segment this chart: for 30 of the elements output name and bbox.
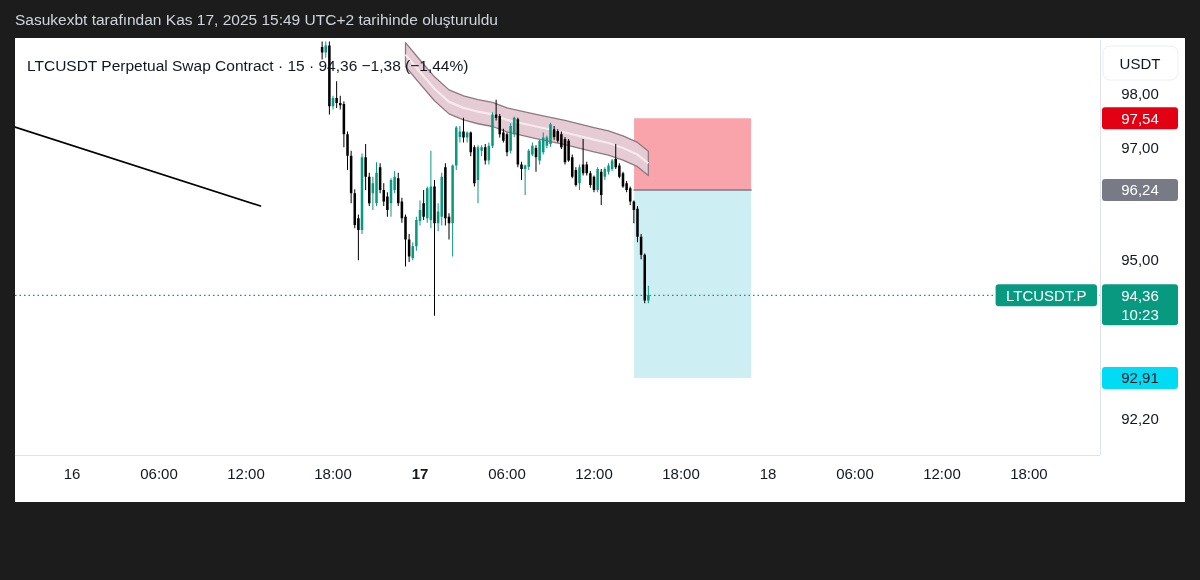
x-tick-label: 18:00 xyxy=(1010,465,1048,482)
y-tick-label: 97,00 xyxy=(1121,139,1159,157)
y-tick-label: 98,00 xyxy=(1121,84,1159,102)
y-tick-label: 95,00 xyxy=(1121,250,1159,268)
candlestick xyxy=(335,81,338,108)
x-tick-label: 06:00 xyxy=(488,465,526,482)
x-tick-label: 17 xyxy=(411,465,429,482)
x-tick-label: 06:00 xyxy=(836,465,874,482)
candlestick xyxy=(433,179,436,316)
candlestick xyxy=(520,161,523,180)
y-axis-title: USDT xyxy=(1119,55,1161,72)
y-tick-label: 92,91 xyxy=(1121,369,1159,387)
ref-line-label: 94,36 10:23 xyxy=(1121,286,1159,323)
x-tick-label: 18 xyxy=(759,465,777,482)
y-tick-label: 96,24 xyxy=(1121,181,1159,199)
y-tick-label: 92,20 xyxy=(1121,410,1159,428)
x-tick-label: 12:00 xyxy=(227,465,265,482)
text: Sasukexbt tarafından Kas 17, 2025 15:49 UTC+2 tarihinde oluşturuldu xyxy=(15,11,498,28)
annotation: LTCUSDT.P xyxy=(1006,286,1087,304)
x-tick-label: 18:00 xyxy=(662,465,700,482)
candlestick xyxy=(364,144,367,190)
x-tick-label: 16 xyxy=(63,465,81,482)
y-tick-label: 97,54 xyxy=(1121,109,1159,127)
candlestick xyxy=(462,117,465,143)
candlestick xyxy=(422,189,425,220)
x-tick-label: 12:00 xyxy=(923,465,961,482)
x-tick-label: 18:00 xyxy=(314,465,352,482)
x-tick-label: 12:00 xyxy=(575,465,613,482)
line-series xyxy=(404,53,650,165)
x-tick-label: 06:00 xyxy=(140,465,178,482)
